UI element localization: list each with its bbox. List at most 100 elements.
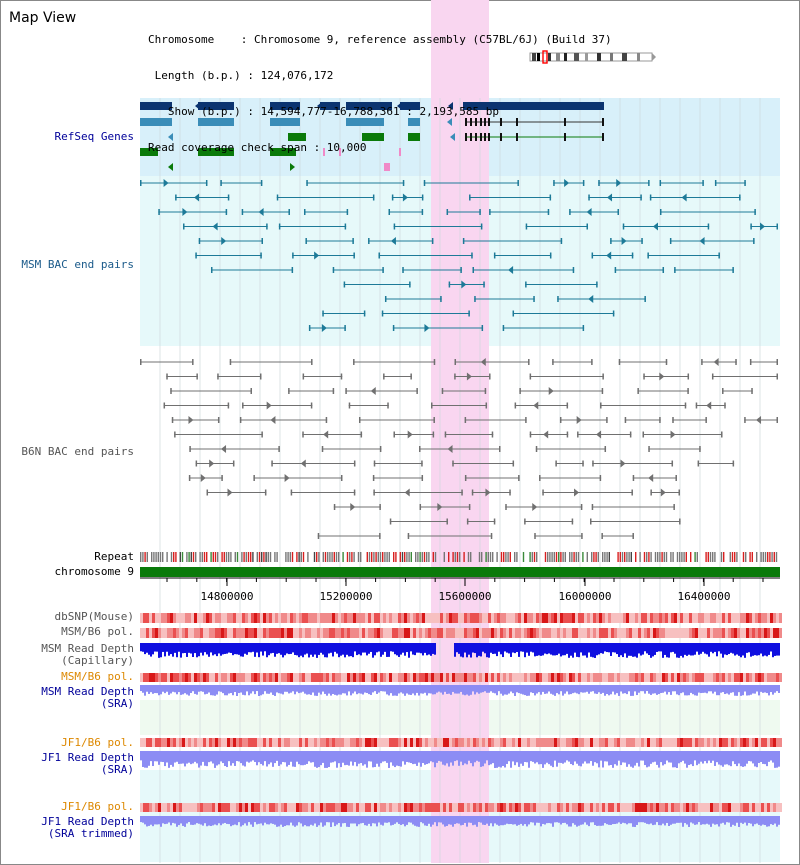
b6n-bac-pair-end [684,402,687,409]
strand-arrow-icon [532,503,538,511]
polymorphism-cell [758,613,761,623]
read-depth-bar [474,643,476,654]
read-depth-bar [198,643,200,657]
polymorphism-cell [608,613,611,623]
b6n-bac-pair-end [512,460,515,467]
read-depth-bar [562,816,564,823]
repeat-mark [192,552,195,562]
read-depth-bar [680,643,682,656]
polymorphism-cell [566,628,569,638]
track-label-dbsnp[interactable]: dbSNP(Mouse) [54,610,134,623]
track-label-msm-b6-pol-2[interactable]: MSM/B6 pol. [61,670,134,683]
polymorphism-cell [260,673,263,682]
polymorphism-cell [656,803,659,812]
polymorphism-cell [191,613,194,623]
track-label-jf1-read-depth-sra[interactable]: JF1 Read Depth (SRA) [41,751,134,776]
polymorphism-cell [524,803,527,812]
polymorphism-cell [725,673,728,682]
polymorphism-cell [533,738,536,747]
polymorphism-cell [542,613,545,623]
track-label-msm-bac[interactable]: MSM BAC end pairs [21,258,134,271]
polymorphism-cell [233,628,236,638]
polymorphism-cell [431,738,434,747]
read-depth-bar [480,816,482,823]
read-depth-bar [344,816,346,824]
b6n-bac-pair-end [618,359,621,365]
track-label-jf1-read-depth-trimmed[interactable]: JF1 Read Depth (SRA trimmed) [41,815,134,840]
read-depth-bar [284,685,286,692]
polymorphism-cell [767,738,770,747]
read-depth-bar [178,816,180,826]
read-depth-bar [484,816,486,825]
polymorphism-cell [728,803,731,812]
polymorphism-cell [209,613,212,623]
polymorphism-cell [203,673,206,682]
read-depth-bar [314,643,316,655]
polymorphism-cell [215,628,218,638]
read-depth-bar [486,751,488,761]
read-depth-bar [502,816,504,826]
read-depth-bar [286,751,288,767]
repeat-mark [179,552,181,562]
polymorphism-cell [695,613,698,623]
polymorphism-cell [485,628,488,638]
read-depth-bar [506,685,508,695]
repeat-mark [186,552,188,562]
refseq-gene [198,102,234,110]
read-depth-bar [700,643,702,654]
repeat-mark [298,552,300,562]
read-depth-bar [348,751,350,766]
read-depth-bar [256,685,258,692]
read-depth-bar [296,685,298,692]
repeat-mark [140,552,142,562]
repeat-mark [296,552,298,562]
polymorphism-cell [449,613,452,623]
track-label-msm-read-depth-capillary[interactable]: MSM Read Depth (Capillary) [41,642,134,667]
read-depth-bar [308,643,310,658]
repeat-mark [274,552,276,562]
read-depth-bar [490,685,492,692]
track-label-jf1-b6-pol-2[interactable]: JF1/B6 pol. [61,800,134,813]
polymorphism-cell [734,803,737,812]
polymorphism-cell [653,613,656,623]
repeat-mark [190,552,192,562]
track-label-msm-read-depth-sra[interactable]: MSM Read Depth (SRA) [41,685,134,710]
read-depth-bar [202,643,204,656]
read-depth-bar [764,816,766,826]
read-depth-bar [316,751,318,768]
read-depth-bar [456,685,458,694]
track-label-jf1-b6-pol-1[interactable]: JF1/B6 pol. [61,736,134,749]
read-depth-bar [590,816,592,823]
polymorphism-cell [236,673,239,682]
read-depth-bar [664,816,666,826]
read-depth-bar [444,816,446,827]
polymorphism-cell [260,738,263,747]
polymorphism-cell [671,738,674,747]
polymorphism-cell [746,613,749,623]
read-depth-bar [476,751,478,761]
msm-bac-pair-end [332,267,335,273]
track-label-b6n-bac[interactable]: B6N BAC end pairs [21,445,134,458]
polymorphism-cell [398,613,401,623]
repeat-mark [210,552,212,562]
read-depth-bar [414,643,416,656]
polymorphism-cell [161,803,164,812]
read-depth-bar [308,685,310,695]
strand-arrow-icon [284,474,290,482]
repeat-mark [338,552,340,562]
track-label-msm-b6-pol-1[interactable]: MSM/B6 pol. [61,625,134,638]
read-depth-bar [186,685,188,695]
polymorphism-cell [434,628,437,638]
read-depth-bar [644,816,646,823]
polymorphism-cell [770,628,773,638]
read-depth-bar [550,643,552,655]
repeat-mark [454,552,456,562]
polymorphism-cell [371,673,374,682]
strand-arrow-icon [221,237,227,245]
msm-bac-pair-end [140,180,142,186]
track-label-refseq[interactable]: RefSeq Genes [54,130,134,143]
repeat-mark [586,552,588,562]
polymorphism-cell [242,673,245,682]
polymorphism-cell [731,803,734,812]
